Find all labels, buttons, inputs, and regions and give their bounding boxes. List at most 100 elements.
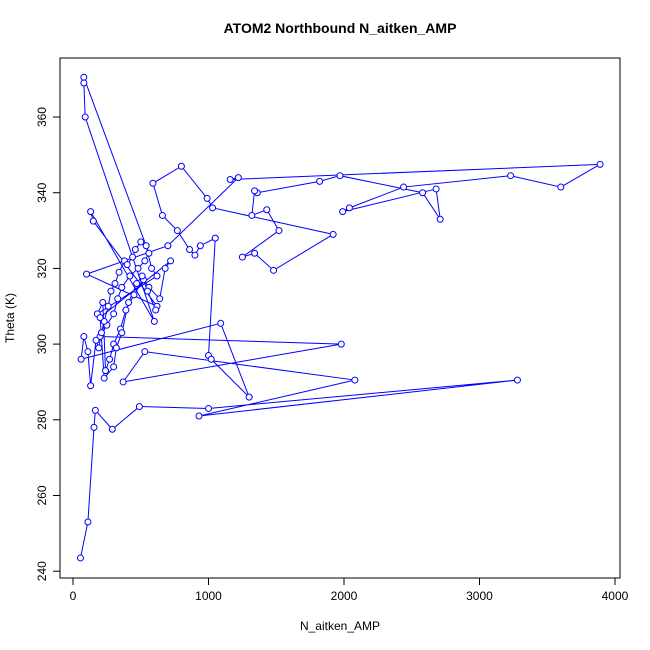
data-point [153, 272, 161, 280]
data-point [205, 404, 213, 412]
data-point [150, 317, 158, 325]
data-point [97, 329, 105, 337]
data-point [134, 264, 142, 272]
data-point [118, 283, 126, 291]
data-point [507, 172, 515, 180]
data-point [149, 179, 157, 187]
plot-frame [59, 57, 621, 579]
data-point [177, 162, 185, 170]
data-point [119, 378, 127, 386]
y-tick-label: 260 [35, 485, 49, 505]
y-tick-label: 300 [35, 334, 49, 354]
data-point [99, 298, 107, 306]
data-point [92, 336, 100, 344]
data-point [270, 266, 278, 274]
data-point [142, 242, 150, 250]
x-axis-label: N_aitken_AMP [300, 619, 380, 633]
data-point [158, 211, 166, 219]
x-tick-label: 3000 [466, 589, 493, 603]
data-point [135, 403, 143, 411]
data-point [152, 306, 160, 314]
data-point [141, 257, 149, 265]
x-tick-label: 4000 [602, 589, 629, 603]
data-point [432, 185, 440, 193]
data-point [90, 423, 98, 431]
data-point [130, 291, 138, 299]
y-tick-label: 340 [35, 182, 49, 202]
data-point [118, 329, 126, 337]
data-point [144, 287, 152, 295]
chart-title: ATOM2 Northbound N_aitken_AMP [224, 20, 457, 36]
data-point [96, 314, 104, 322]
data-point [122, 306, 130, 314]
x-tick-label: 0 [70, 589, 77, 603]
data-point [596, 160, 604, 168]
data-point [148, 264, 156, 272]
data-point [339, 208, 347, 216]
data-point [87, 208, 95, 216]
data-line [79, 77, 601, 559]
data-point [167, 257, 175, 265]
data-point [211, 234, 219, 242]
data-point [77, 355, 85, 363]
data-point [80, 333, 88, 341]
data-point [337, 340, 345, 348]
data-point [80, 73, 88, 81]
data-point [107, 287, 115, 295]
data-point [112, 344, 120, 352]
data-point [133, 280, 141, 288]
data-point [207, 355, 215, 363]
data-point [161, 264, 169, 272]
data-point [156, 295, 164, 303]
data-point [81, 113, 89, 121]
data-point [104, 302, 112, 310]
data-point [263, 206, 271, 214]
data-point [245, 393, 253, 401]
data-point [95, 344, 103, 352]
data-point [114, 295, 122, 303]
data-point [251, 187, 259, 195]
data-point [226, 175, 234, 183]
data-point [102, 367, 110, 375]
data-point [316, 177, 324, 185]
data-point [209, 204, 217, 212]
data-point [89, 217, 97, 225]
data-point [234, 174, 242, 182]
data-point [108, 425, 116, 433]
data-point [351, 376, 359, 384]
data-point [173, 227, 181, 235]
data-point [123, 261, 131, 269]
data-point [131, 245, 139, 253]
y-axis-label: Theta (K) [3, 293, 17, 343]
data-point [195, 412, 203, 420]
y-tick-label: 320 [35, 258, 49, 278]
data-point [137, 238, 145, 246]
data-point [129, 253, 137, 261]
data-point [80, 79, 88, 87]
data-point [238, 253, 246, 261]
data-point [436, 215, 444, 223]
data-point [196, 242, 204, 250]
data-point [115, 268, 123, 276]
data-point [110, 363, 118, 371]
data-point [557, 183, 565, 191]
data-point [110, 310, 118, 318]
data-point [513, 376, 521, 384]
data-point [100, 374, 108, 382]
data-point [191, 251, 199, 259]
data-point [141, 348, 149, 356]
y-tick-label: 280 [35, 409, 49, 429]
data-point [138, 272, 146, 280]
data-point [329, 230, 337, 238]
data-point [106, 355, 114, 363]
data-point [400, 183, 408, 191]
data-point [217, 319, 225, 327]
data-point [203, 194, 211, 202]
x-tick-label: 2000 [331, 589, 358, 603]
data-point [275, 227, 283, 235]
data-point [83, 270, 91, 278]
y-tick-label: 240 [35, 561, 49, 581]
data-point [126, 272, 134, 280]
